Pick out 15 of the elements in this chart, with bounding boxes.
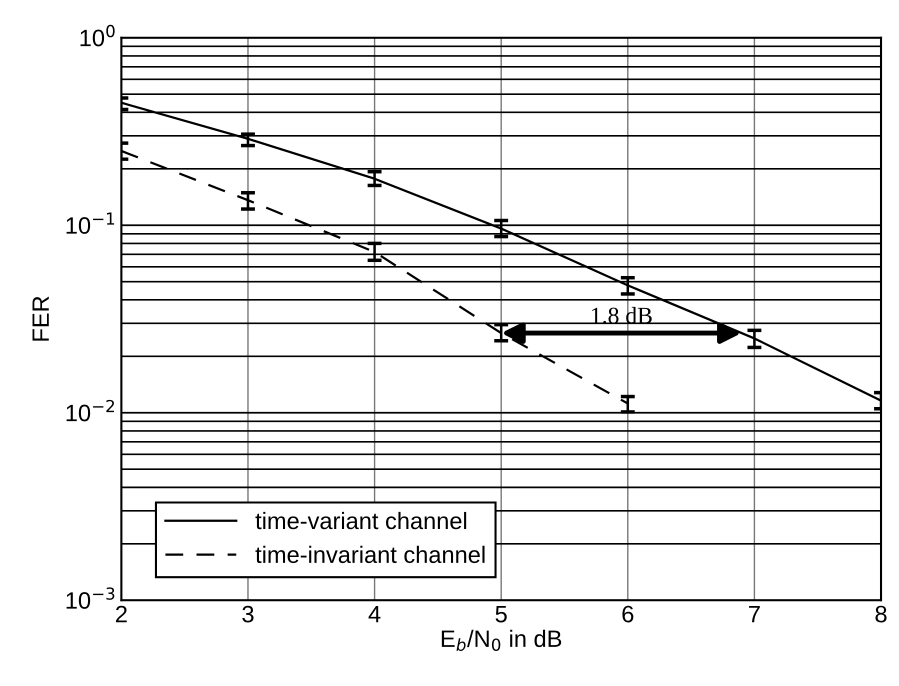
y-tick-label: 10$^{0}$ [80, 24, 115, 46]
legend-label: time-variant channel [255, 512, 466, 530]
x-tick-label: 5 [496, 606, 507, 622]
y-axis-title: FER [32, 296, 49, 341]
x-tick-label: 4 [368, 606, 380, 622]
x-tick-label: 2 [116, 606, 127, 622]
x-tick-label: 8 [875, 606, 887, 622]
y-tick-label: 10$^{−1}$ [66, 212, 114, 234]
x-tick-label: 7 [749, 606, 760, 622]
y-tick-label: 10$^{−3}$ [66, 587, 114, 609]
y-tick-label: 10$^{−2}$ [66, 400, 114, 422]
legend-label: time-invariant channel [255, 546, 485, 564]
x-tick-label: 6 [622, 606, 634, 622]
x-axis-title: E$_{b}$/N$_{0}$ in dB [442, 630, 562, 651]
x-tick-label: 3 [242, 606, 254, 622]
